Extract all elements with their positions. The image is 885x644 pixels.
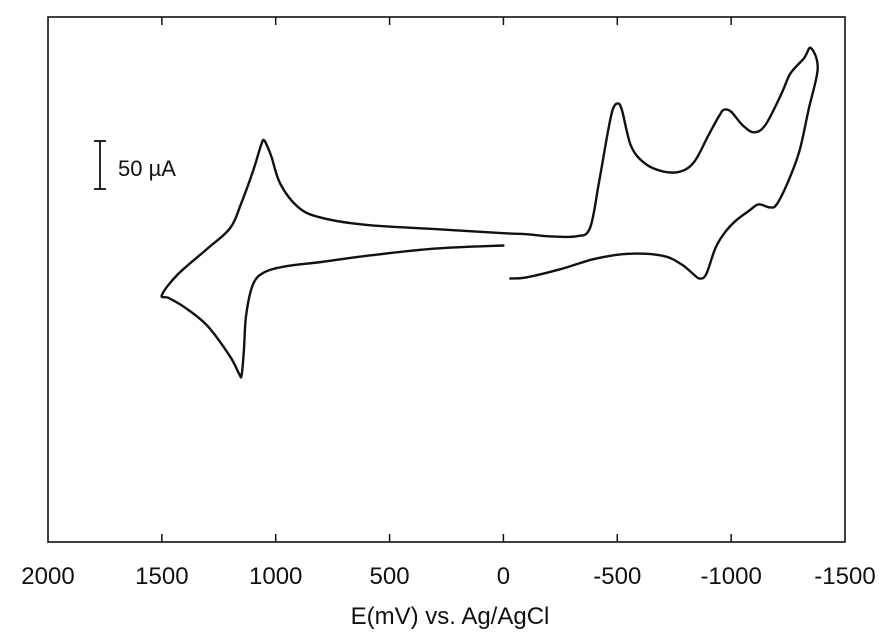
- x-axis-label: E(mV) vs. Ag/AgCl: [351, 603, 550, 630]
- x-tick-label-500: 500: [370, 563, 410, 590]
- x-tick-label-0: 0: [497, 563, 510, 590]
- cv-curve-series: [160, 46, 819, 379]
- current-scale-bar: 50 µA: [94, 140, 176, 190]
- x-tick-label-1000: 1000: [249, 563, 302, 590]
- plot-frame: [47, 16, 846, 543]
- x-tick-label-1500: 1500: [135, 563, 188, 590]
- x-tick-label-2000: 2000: [21, 563, 74, 590]
- x-tick-label-neg1000: -1000: [700, 563, 761, 590]
- x-tick-label-neg500: -500: [593, 563, 641, 590]
- x-tick-label-neg1500: -1500: [814, 563, 875, 590]
- scale-bar-label: 50 µA: [118, 156, 176, 181]
